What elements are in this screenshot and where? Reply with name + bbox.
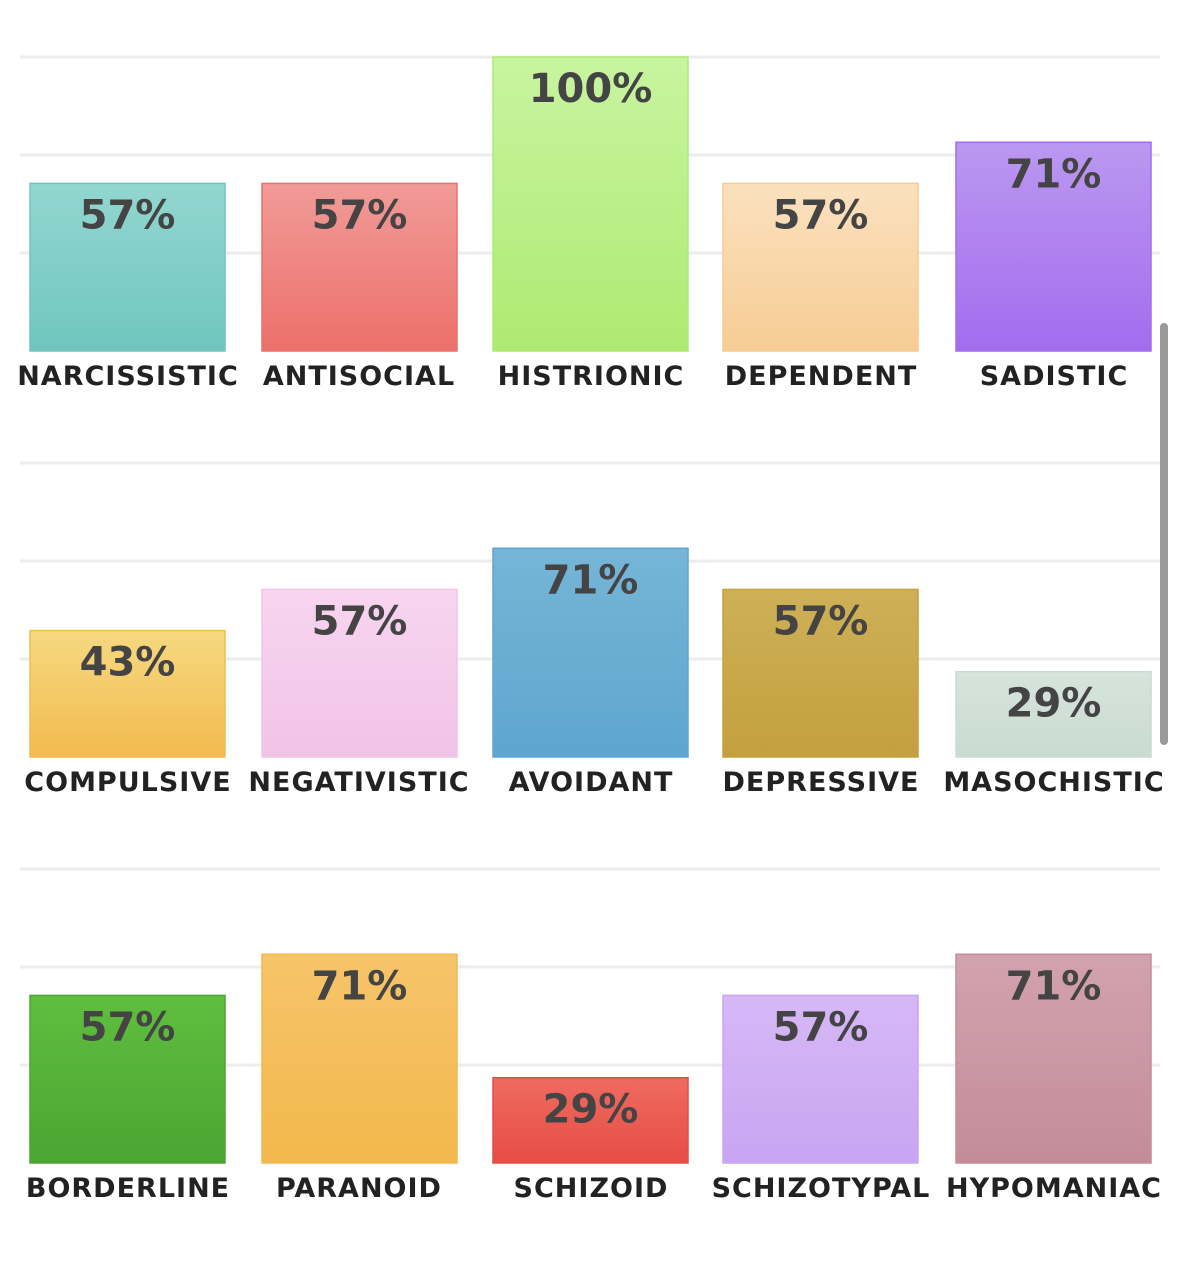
bar-value-label: 71% — [312, 963, 408, 1009]
bar — [261, 182, 458, 352]
category-label: PARANOID — [276, 1173, 442, 1204]
bar — [29, 182, 226, 352]
bar-value-label: 57% — [773, 598, 869, 644]
bar-value-label: 57% — [312, 192, 408, 238]
bar-value-label: 71% — [1006, 151, 1102, 197]
category-label: SADISTIC — [980, 361, 1129, 392]
bar-value-label: 57% — [773, 1004, 869, 1050]
bar-value-label: 57% — [312, 598, 408, 644]
category-label: AVOIDANT — [509, 767, 674, 798]
category-label: SCHIZOTYPAL — [712, 1173, 931, 1204]
bar — [955, 141, 1152, 352]
category-label: ANTISOCIAL — [263, 361, 455, 392]
category-label: SCHIZOID — [514, 1173, 669, 1204]
bar — [492, 56, 689, 352]
bar — [722, 994, 919, 1164]
category-label: MASOCHISTIC — [943, 767, 1164, 798]
bar — [722, 588, 919, 758]
category-label: COMPULSIVE — [24, 767, 231, 798]
category-label: DEPENDENT — [725, 361, 918, 392]
bar-value-label: 71% — [1006, 963, 1102, 1009]
bar-chart-2: 43% COMPULSIVE 57% NEGATIVISTIC 71% AVOIDANT 5… — [20, 461, 1164, 798]
bar — [722, 182, 919, 352]
category-label: HYPOMANIAC — [946, 1173, 1162, 1204]
category-label: NARCISSISTIC — [17, 361, 239, 392]
bar-chart-3: 57% BORDERLINE 71% PARANOID 29% SCHIZOID 57% SC… — [20, 867, 1162, 1204]
bar-value-label: 29% — [1006, 681, 1102, 727]
vertical-scrollbar[interactable] — [1160, 323, 1168, 745]
bar — [492, 1076, 689, 1164]
bar-chart-1: 57% NARCISSISTIC 57% ANTISOCIAL 100% HISTRION… — [17, 55, 1160, 392]
bar — [955, 670, 1152, 758]
bar-value-label: 43% — [80, 640, 176, 686]
bar — [29, 994, 226, 1164]
bar-value-label: 71% — [543, 557, 639, 603]
bar — [492, 547, 689, 758]
bar — [261, 953, 458, 1164]
category-label: NEGATIVISTIC — [248, 767, 469, 798]
bar-value-label: 57% — [80, 192, 176, 238]
category-label: HISTRIONIC — [498, 361, 685, 392]
bar-value-label: 57% — [80, 1004, 176, 1050]
bar-value-label: 29% — [543, 1087, 639, 1133]
bar — [955, 953, 1152, 1164]
category-label: BORDERLINE — [26, 1173, 230, 1204]
bar — [29, 629, 226, 758]
bar-value-label: 100% — [529, 66, 653, 112]
bar — [261, 588, 458, 758]
bar-value-label: 57% — [773, 192, 869, 238]
category-label: DEPRESSIVE — [723, 767, 920, 798]
